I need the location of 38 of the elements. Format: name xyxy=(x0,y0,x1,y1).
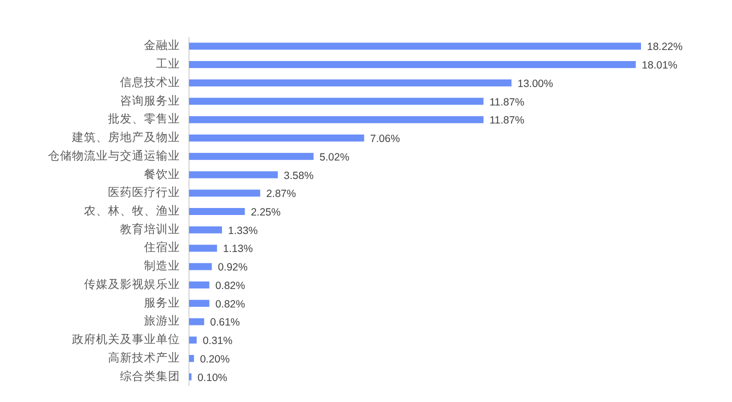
value-label: 18.22% xyxy=(647,41,683,54)
category-label: 餐饮业 xyxy=(144,168,180,181)
category-label: 教育培训业 xyxy=(120,224,180,236)
value-label: 1.33% xyxy=(228,224,258,237)
category-label: 政府机关及事业单位 xyxy=(72,334,180,346)
value-label: 5.02% xyxy=(320,151,350,164)
category-label: 传媒及影视娱乐业 xyxy=(84,278,180,291)
category-label: 医药医疗行业 xyxy=(108,187,180,200)
value-label: 18.01% xyxy=(642,60,678,72)
value-label: 0.82% xyxy=(215,280,246,292)
category-label: 信息技术业 xyxy=(120,76,180,89)
value-label: 2.25% xyxy=(250,206,281,218)
value-label: 11.87% xyxy=(489,96,524,108)
category-label: 制造业 xyxy=(144,260,180,273)
value-label: 1.13% xyxy=(223,243,253,256)
value-label: 7.06% xyxy=(370,133,400,146)
category-label: 服务业 xyxy=(144,297,180,310)
value-label: 0.82% xyxy=(215,298,246,310)
category-label: 咨询服务业 xyxy=(120,95,180,108)
category-label: 金融业 xyxy=(144,40,180,52)
value-label: 0.31% xyxy=(202,335,232,348)
value-label: 2.87% xyxy=(266,188,296,200)
category-label: 建筑、房地产及物业 xyxy=(72,132,180,144)
value-label: 0.10% xyxy=(197,372,228,384)
category-label: 高新技术产业 xyxy=(108,352,180,364)
value-label: 3.58% xyxy=(284,170,314,182)
category-label: 综合类集团 xyxy=(120,370,180,383)
category-label: 住宿业 xyxy=(144,242,180,254)
value-label: 0.20% xyxy=(200,353,230,366)
value-label: 0.92% xyxy=(218,262,248,274)
category-label: 旅游业 xyxy=(144,316,180,328)
value-label: 13.00% xyxy=(518,78,554,90)
category-label: 批发、零售业 xyxy=(108,114,180,126)
category-label: 农、林、牧、渔业 xyxy=(84,206,180,218)
category-label: 仓储物流业与交通运输业 xyxy=(48,150,180,162)
value-label: 0.61% xyxy=(210,316,240,329)
value-label: 11.87% xyxy=(489,114,524,127)
category-label: 工业 xyxy=(156,58,180,71)
